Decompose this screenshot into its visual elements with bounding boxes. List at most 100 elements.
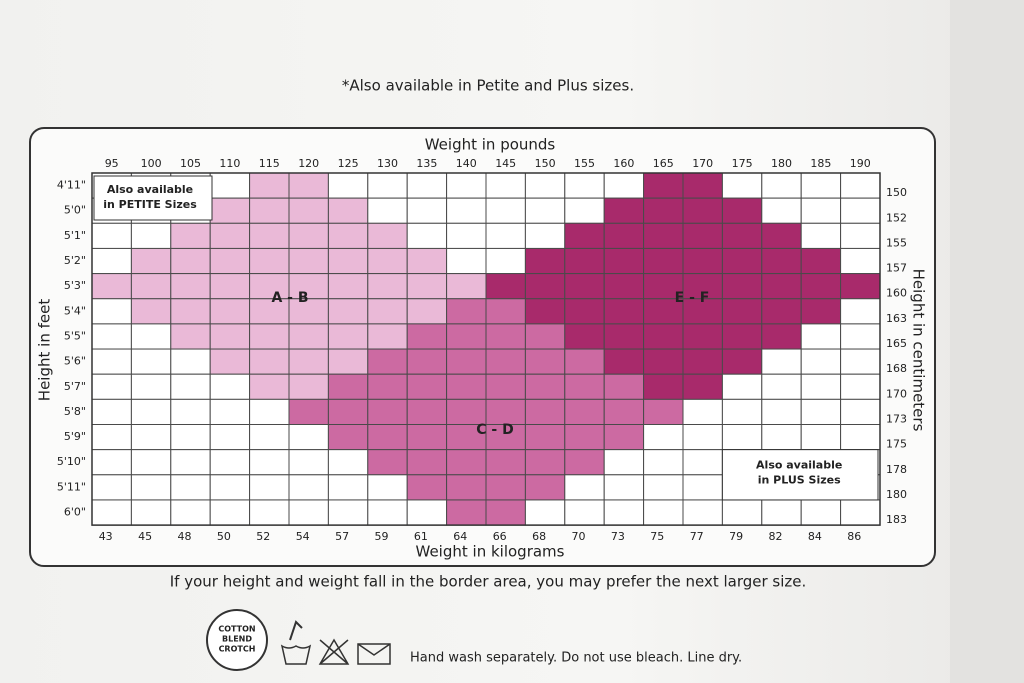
grid-cell <box>643 348 684 375</box>
pounds-label: 125 <box>338 157 359 170</box>
grid-cell <box>170 499 211 526</box>
grid-cell <box>524 373 566 400</box>
grid-cell <box>643 373 684 400</box>
kilograms-label: 48 <box>178 530 192 543</box>
grid-cell <box>209 474 251 501</box>
centimeters-label: 178 <box>886 463 907 476</box>
grid-cell <box>643 398 684 426</box>
grid-cell <box>249 424 290 451</box>
grid-cell <box>761 348 802 375</box>
grid-cell <box>327 323 369 350</box>
grid-cell <box>643 474 684 501</box>
grid-cell <box>288 323 329 350</box>
grid-cell <box>800 222 842 249</box>
pounds-label: 95 <box>105 157 119 170</box>
grid-cell <box>170 323 211 350</box>
feet-label: 5'5" <box>64 329 86 342</box>
feet-label: 5'10" <box>57 455 86 468</box>
pounds-label: 190 <box>850 157 871 170</box>
grid-cell <box>249 499 290 526</box>
grid-cell <box>209 348 251 375</box>
pounds-label: 150 <box>535 157 556 170</box>
grid-cell <box>367 197 408 224</box>
grid-cell <box>130 348 172 375</box>
feet-label: 5'8" <box>64 405 86 418</box>
grid-cell <box>249 323 290 350</box>
grid-cell <box>564 449 605 476</box>
feet-label: 5'11" <box>57 480 86 493</box>
grid-cell <box>682 323 723 350</box>
notice: *Also available in Petite and Plus sizes… <box>342 77 634 95</box>
kilograms-label: 54 <box>296 530 310 543</box>
grid-cell <box>800 348 842 375</box>
grid-cell <box>721 373 763 400</box>
grid-cell <box>249 247 290 275</box>
grid-cell <box>761 323 802 350</box>
petite-note: in PETITE Sizes <box>103 198 197 211</box>
grid-cell <box>406 474 448 501</box>
region-label: A - B <box>271 290 308 306</box>
region-label: C - D <box>476 422 513 438</box>
grid-cell <box>130 474 172 501</box>
grid-cell <box>209 449 251 476</box>
grid-cell <box>603 348 645 375</box>
grid-cell <box>840 298 881 325</box>
grid-cell <box>524 499 566 526</box>
grid-cell <box>130 323 172 350</box>
badge-text: COTTON <box>218 625 255 634</box>
grid-cell <box>406 398 448 426</box>
grid-cell <box>564 348 605 375</box>
grid-cell <box>288 348 329 375</box>
grid-cell <box>367 348 408 375</box>
grid-cell <box>721 273 763 300</box>
grid-cell <box>91 298 132 325</box>
grid-cell <box>840 373 881 400</box>
grid-cell <box>485 273 526 300</box>
grid-cell <box>406 348 448 375</box>
grid-cell <box>603 298 645 325</box>
grid-cell <box>682 373 723 400</box>
grid-cell <box>406 424 448 451</box>
grid-cell <box>91 373 132 400</box>
kilograms-label: 50 <box>217 530 231 543</box>
grid-cell <box>643 449 684 476</box>
grid-cell <box>91 499 132 526</box>
grid-cell <box>170 398 211 426</box>
grid-cell <box>643 499 684 526</box>
grid-cell <box>603 474 645 501</box>
grid-cell <box>721 172 763 199</box>
feet-label: 6'0" <box>64 506 86 519</box>
feet-label: 5'2" <box>64 254 86 267</box>
grid-cell <box>524 222 566 249</box>
grid-cell <box>170 298 211 325</box>
grid-cell <box>130 373 172 400</box>
grid-cell <box>682 449 723 476</box>
grid-cell <box>209 398 251 426</box>
grid-cell <box>603 247 645 275</box>
grid-cell <box>249 449 290 476</box>
no-bleach-icon <box>318 638 350 665</box>
pounds-label: 135 <box>416 157 437 170</box>
grid-cell <box>91 424 132 451</box>
grid-cell <box>91 398 132 426</box>
grid-cell <box>800 323 842 350</box>
grid-cell <box>130 298 172 325</box>
grid-cell <box>170 348 211 375</box>
grid-cell <box>209 197 251 224</box>
grid-cell <box>840 197 881 224</box>
pounds-label: 110 <box>219 157 240 170</box>
grid-cell <box>91 247 132 275</box>
grid-cell <box>603 197 645 224</box>
grid-cell <box>209 424 251 451</box>
pounds-label: 145 <box>495 157 516 170</box>
grid-cell <box>761 197 802 224</box>
grid-cell <box>406 373 448 400</box>
grid-cell <box>485 398 526 426</box>
grid-cell <box>91 348 132 375</box>
grid-cell <box>564 222 605 249</box>
grid-cell <box>840 323 881 350</box>
grid-cell <box>367 172 408 199</box>
pounds-label: 105 <box>180 157 201 170</box>
hand-wash-icon <box>280 644 312 665</box>
